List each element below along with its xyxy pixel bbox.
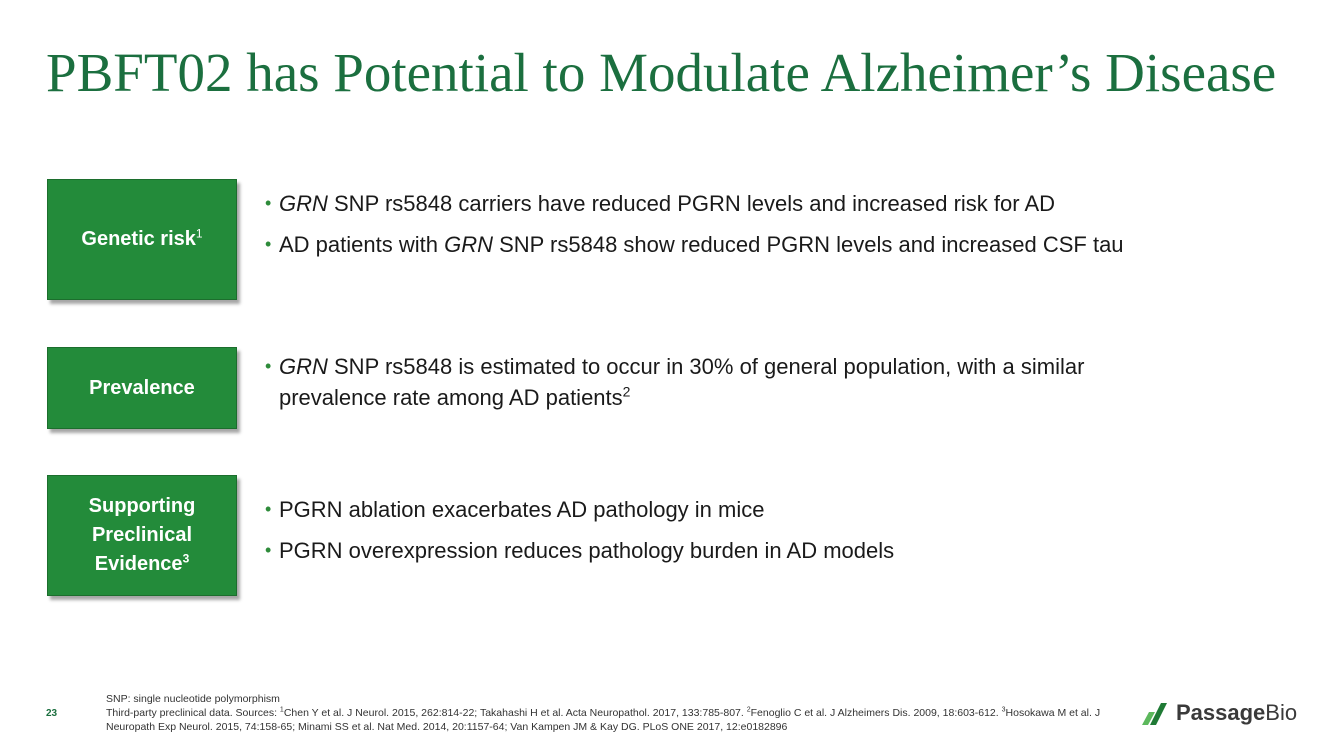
- footnote-abbreviation: SNP: single nucleotide polymorphism: [106, 693, 280, 705]
- genetic-risk-label: Genetic risk1: [81, 226, 203, 250]
- list-item: • PGRN ablation exacerbates AD pathology…: [265, 494, 1165, 525]
- prevalence-bullets: • GRN SNP rs5848 is estimated to occur i…: [265, 351, 1165, 423]
- list-item: • AD patients with GRN SNP rs5848 show r…: [265, 229, 1165, 260]
- footnote-sources: Third-party preclinical data. Sources: 1…: [106, 706, 1101, 734]
- bullet-icon: •: [265, 193, 272, 213]
- prevalence-box: Prevalence: [47, 347, 237, 429]
- genetic-risk-box: Genetic risk1: [47, 179, 237, 300]
- bullet-icon: •: [265, 540, 272, 560]
- bullet-icon: •: [265, 234, 272, 254]
- footnotes: SNP: single nucleotide polymorphism Thir…: [106, 692, 1116, 734]
- list-item: • GRN SNP rs5848 is estimated to occur i…: [265, 351, 1165, 413]
- list-item: • GRN SNP rs5848 carriers have reduced P…: [265, 188, 1165, 219]
- list-item: • PGRN overexpression reduces pathology …: [265, 535, 1165, 566]
- preclinical-evidence-box: Supporting Preclinical Evidence3: [47, 475, 237, 596]
- genetic-risk-bullets: • GRN SNP rs5848 carriers have reduced P…: [265, 188, 1165, 270]
- passage-bio-logo-icon: [1142, 703, 1167, 725]
- bullet-icon: •: [265, 356, 272, 376]
- preclinical-evidence-bullets: • PGRN ablation exacerbates AD pathology…: [265, 494, 1165, 576]
- page-number: 23: [46, 708, 58, 719]
- prevalence-label: Prevalence: [89, 376, 195, 399]
- passage-bio-logo: PassageBio: [1140, 698, 1297, 728]
- slide-title: PBFT02 has Potential to Modulate Alzheim…: [46, 42, 1277, 103]
- preclinical-evidence-label: Supporting Preclinical Evidence3: [88, 495, 196, 575]
- bullet-icon: •: [265, 499, 272, 519]
- logo-wordmark: PassageBio: [1176, 700, 1298, 725]
